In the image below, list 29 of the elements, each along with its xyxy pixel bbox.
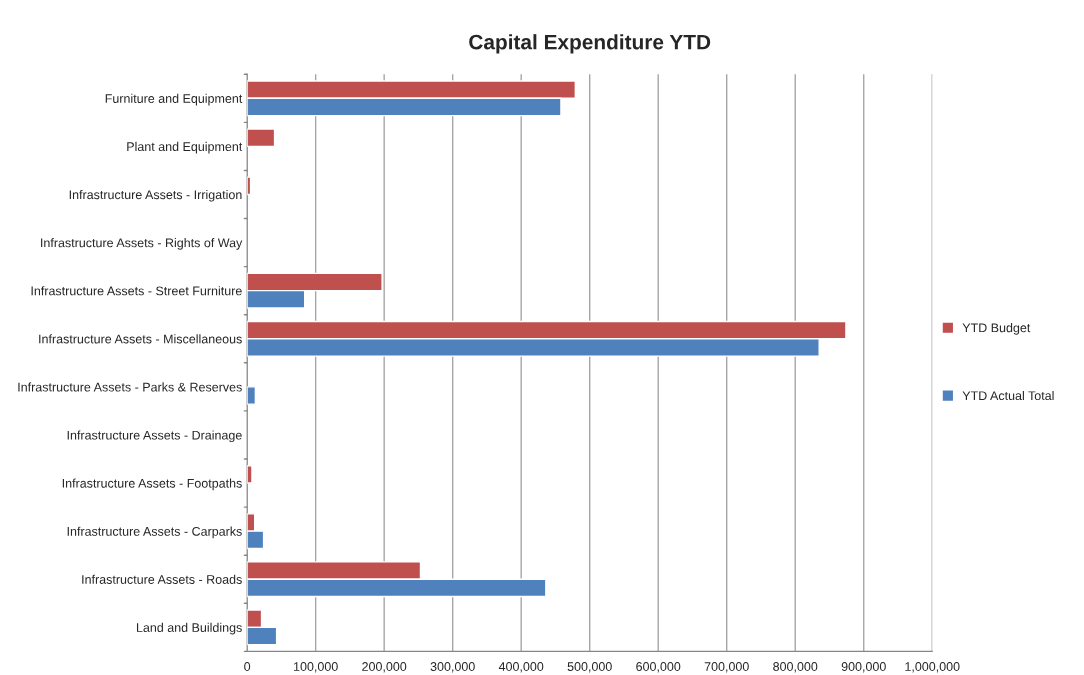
y-tick-label: Infrastructure Assets - Miscellaneous	[39, 334, 242, 344]
legend-label: YTD Budget	[962, 323, 1031, 335]
x-tick-label: 700,000	[704, 662, 749, 673]
y-tick-label: Land and Buildings	[136, 622, 242, 635]
y-tick-label: Infrastructure Assets - Parks & Reserves	[18, 382, 242, 392]
y-tick-label: Infrastructure Assets - Carparks	[67, 526, 242, 539]
y-tick-label: Furniture and Equipment	[105, 93, 243, 106]
y-tick-label: Infrastructure Assets - Rights of Way	[41, 238, 243, 250]
bar	[247, 128, 276, 148]
chart-title: Capital Expenditure YTD	[469, 34, 711, 54]
x-tick-label: 200,000	[362, 662, 407, 673]
y-tick-label: Infrastructure Assets - Drainage	[67, 430, 242, 443]
y-tick-label: Plant and Equipment	[127, 141, 243, 154]
y-tick-label: Infrastructure Assets - Roads	[82, 574, 242, 584]
x-tick-label: 0	[244, 662, 251, 671]
y-tick-label: Infrastructure Assets - Street Furniture	[31, 286, 242, 296]
x-tick-label: 900,000	[841, 662, 886, 673]
x-tick-label: 600,000	[636, 662, 681, 673]
x-tick-label: 400,000	[498, 662, 544, 673]
y-tick-label: Infrastructure Assets - Irrigation	[69, 189, 242, 202]
x-tick-label: 500,000	[567, 662, 612, 673]
x-tick-label: 1,000,000	[905, 662, 960, 673]
x-tick-label: 100,000	[294, 662, 338, 673]
legend-label: YTD Actual Total	[962, 390, 1054, 401]
bar	[247, 465, 253, 484]
y-tick-label: Infrastructure Assets - Footpaths	[62, 478, 242, 491]
bar	[247, 386, 257, 405]
x-tick-label: 300,000	[430, 662, 475, 673]
x-tick-label: 800,000	[773, 662, 818, 673]
